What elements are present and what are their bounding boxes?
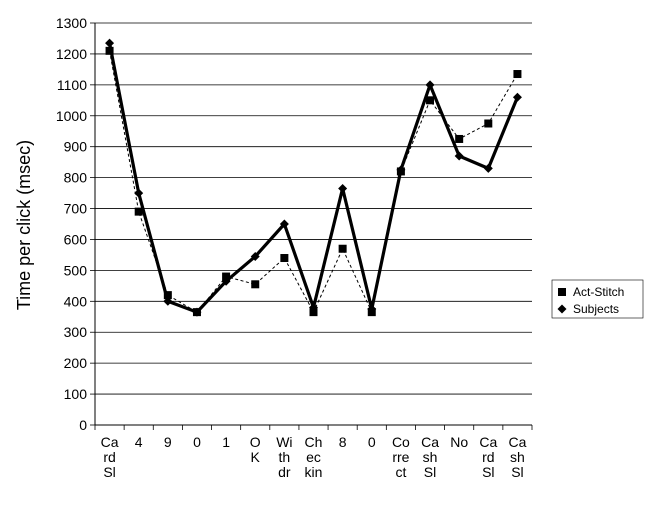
x-tick-label: No: [450, 434, 468, 450]
y-axis-label: Time per click (msec): [14, 140, 34, 310]
data-point-diamond: [396, 165, 406, 175]
data-point-diamond: [309, 302, 318, 312]
y-tick-label: 0: [79, 417, 87, 433]
gridlines: [95, 22, 532, 395]
series-act-stitch: [105, 46, 522, 317]
data-point-diamond: [105, 38, 115, 48]
x-tick-label: Ca sh Sl: [421, 434, 439, 480]
data-point-diamond: [454, 151, 464, 161]
data-point-diamond: [250, 251, 260, 261]
y-tick-label: 700: [64, 201, 88, 217]
data-point-square: [163, 291, 172, 300]
data-point-diamond: [163, 296, 173, 306]
data-point-square: [309, 308, 318, 317]
y-tick-label: 800: [64, 170, 88, 186]
y-tick-label: 1200: [56, 46, 87, 62]
series-subjects: [105, 38, 522, 317]
x-tick-label: Wi th dr: [276, 434, 292, 480]
data-point-square: [134, 207, 143, 216]
data-point-diamond: [512, 92, 522, 102]
legend-label: Subjects: [573, 302, 619, 316]
data-point-square: [513, 70, 522, 79]
data-point-diamond: [221, 276, 231, 286]
legend-label: Act-Stitch: [573, 285, 624, 299]
data-point-square: [484, 119, 493, 128]
legend-box: [551, 279, 644, 319]
data-point-square: [222, 272, 231, 281]
legend-marker-square: [558, 288, 566, 296]
tick-labels: 0100200300400500600700800900100011001200…: [56, 15, 527, 480]
data-point-diamond: [279, 219, 289, 229]
data-point-square: [426, 96, 435, 105]
x-tick-label: 9: [164, 434, 172, 450]
data-point-diamond: [425, 80, 435, 90]
y-tick-label: 900: [64, 139, 88, 155]
legend-marker-diamond: [557, 304, 567, 314]
y-tick-label: 200: [64, 355, 88, 371]
y-tick-label: 300: [64, 324, 88, 340]
y-tick-label: 1000: [56, 108, 87, 124]
series-line: [109, 50, 518, 313]
x-tick-label: Ca rd Sl: [479, 434, 497, 480]
legend: Act-Stitch Subjects: [551, 279, 644, 319]
x-tick-label: Ca sh Sl: [508, 434, 526, 480]
y-tick-label: 1100: [57, 77, 87, 93]
x-tick-label: Co rre ct: [392, 434, 410, 480]
data-point-diamond: [338, 183, 348, 193]
x-tick-label: 4: [135, 434, 143, 450]
series-layer: [105, 38, 522, 317]
data-point-diamond: [134, 188, 144, 198]
data-point-diamond: [483, 163, 493, 173]
y-tick-label: 400: [64, 293, 88, 309]
data-point-square: [455, 134, 464, 143]
x-tick-label: Ca rd Sl: [101, 434, 119, 480]
x-tick-label: 8: [339, 434, 347, 450]
x-tick-label: 0: [368, 434, 376, 450]
data-point-square: [338, 244, 347, 253]
data-point-square: [251, 280, 260, 289]
y-tick-label: 500: [64, 262, 88, 278]
x-tick-label: 1: [222, 434, 230, 450]
data-point-diamond: [192, 307, 202, 317]
y-tick-label: 1300: [56, 15, 87, 31]
data-point-square: [280, 254, 289, 263]
y-tick-label: 100: [64, 386, 88, 402]
y-tick-label: 600: [64, 231, 88, 247]
data-point-diamond: [367, 304, 377, 314]
axes: [90, 22, 533, 430]
x-tick-label: Ch ec kin: [305, 434, 323, 480]
x-tick-label: 0: [193, 434, 201, 450]
